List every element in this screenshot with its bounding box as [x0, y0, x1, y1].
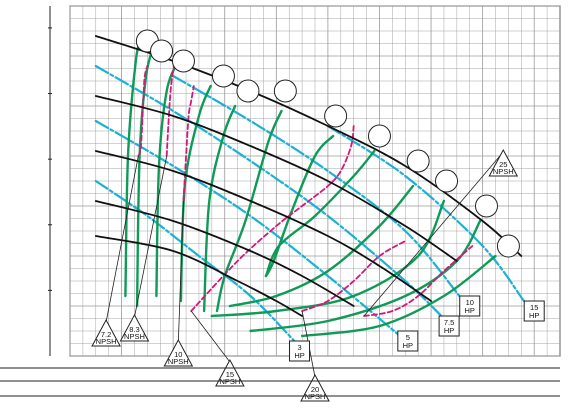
efficiency-label-circle [496, 234, 520, 258]
npsh-leader-line [177, 200, 184, 343]
npsh-curve-3 [190, 125, 355, 312]
npsh-label-unit: NPSH [124, 332, 145, 341]
hp-label-box [523, 300, 545, 322]
npsh-leader-line [105, 155, 139, 323]
efficiency-label-circle [211, 64, 235, 88]
hp-label-value: 10 [466, 298, 474, 307]
efficiency-label-circle [324, 104, 348, 128]
curve-labels: 7.2NPSH8.3NPSH10NPSH15NPSH20NPSH25NPSH3H… [91, 29, 545, 402]
hp-label-box [397, 330, 419, 352]
npsh-label-value: 7.2 [101, 330, 111, 339]
npsh-leader-line [363, 151, 504, 317]
efficiency-label-circle [273, 79, 297, 103]
npsh-label-triangle [119, 313, 150, 342]
npsh-curves [137, 55, 474, 317]
efficiency-curve-5 [215, 109, 283, 313]
npsh-label-triangle [488, 148, 519, 177]
npsh-label-triangle [300, 373, 330, 402]
efficiency-label-circle [435, 169, 459, 193]
efficiency-curve-2 [155, 59, 180, 298]
impeller-curve-2 [94, 150, 432, 302]
efficiency-curve-1 [135, 44, 155, 308]
npsh-curve-4 [301, 240, 407, 312]
impeller-curve-3 [94, 200, 355, 307]
npsh-curve-5 [363, 245, 474, 317]
hp-label-unit: HP [444, 326, 454, 335]
efficiency-curve-4 [202, 104, 237, 313]
hp-label-unit: HP [294, 351, 304, 360]
impeller-curve-1 [94, 95, 458, 262]
npsh-leader-line [190, 310, 231, 363]
hp-label-value: 7.5 [444, 318, 454, 327]
npsh-curve-0 [137, 65, 149, 157]
hp-curve-0 [94, 179, 296, 343]
axes [0, 6, 560, 397]
npsh-label-value: 8.3 [129, 325, 139, 334]
hp-label-box [289, 340, 311, 362]
efficiency-curves [124, 39, 497, 338]
efficiency-label-circle [171, 49, 195, 73]
hp-label-box [459, 295, 481, 317]
npsh-label-unit: NPSH [493, 167, 514, 176]
npsh-label-triangle [91, 318, 121, 347]
hp-label-value: 3 [297, 343, 301, 352]
npsh-leader-line [134, 155, 168, 318]
npsh-label-unit: NPSH [168, 357, 189, 366]
hp-label-box [438, 315, 460, 337]
efficiency-curve-8 [228, 184, 415, 308]
impeller-curve-4 [94, 235, 303, 317]
efficiency-curve-9 [210, 199, 446, 318]
npsh-label-triangle [163, 338, 194, 367]
efficiency-label-circle [367, 124, 391, 148]
npsh-label-value: 15 [226, 370, 234, 379]
efficiency-curve-10 [249, 219, 482, 333]
efficiency-label-circle [475, 194, 498, 218]
efficiency-label-circle [406, 149, 430, 173]
hp-label-value: 5 [406, 333, 410, 342]
npsh-label-triangle [215, 358, 245, 387]
efficiency-curve-6 [264, 134, 335, 278]
efficiency-label-circle [150, 39, 174, 63]
hp-label-unit: HP [529, 311, 539, 320]
npsh-curve-2 [182, 85, 195, 202]
hp-label-value: 15 [530, 303, 538, 312]
efficiency-curve-11 [300, 254, 497, 338]
efficiency-curve-7 [264, 149, 376, 278]
hp-curve-3 [172, 74, 461, 298]
hp-label-unit: HP [465, 306, 475, 315]
hp-label-unit: HP [403, 341, 413, 350]
efficiency-label-circle [236, 79, 260, 103]
npsh-label-value: 20 [311, 385, 319, 394]
npsh-label-value: 10 [174, 350, 182, 359]
npsh-label-unit: NPSH [96, 337, 117, 346]
npsh-label-value: 25 [499, 160, 507, 169]
